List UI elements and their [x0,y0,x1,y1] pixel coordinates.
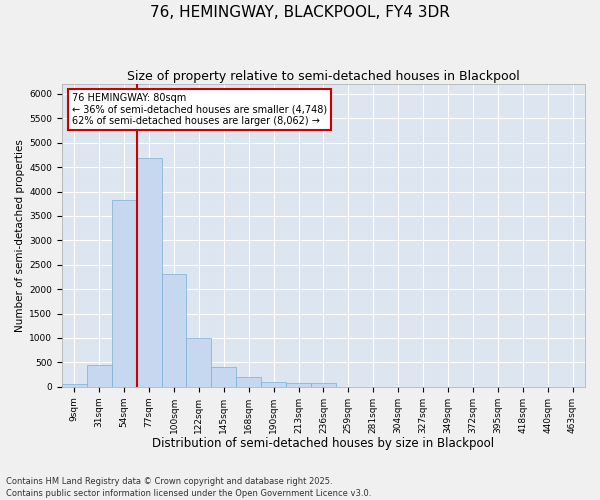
Bar [286,384,311,386]
Bar [236,377,261,386]
Title: Size of property relative to semi-detached houses in Blackpool: Size of property relative to semi-detach… [127,70,520,83]
Text: 76 HEMINGWAY: 80sqm
← 36% of semi-detached houses are smaller (4,748)
62% of sem: 76 HEMINGWAY: 80sqm ← 36% of semi-detach… [73,93,328,126]
X-axis label: Distribution of semi-detached houses by size in Blackpool: Distribution of semi-detached houses by … [152,437,494,450]
Y-axis label: Number of semi-detached properties: Number of semi-detached properties [15,139,25,332]
Bar [137,158,161,386]
Text: 76, HEMINGWAY, BLACKPOOL, FY4 3DR: 76, HEMINGWAY, BLACKPOOL, FY4 3DR [150,5,450,20]
Bar [261,382,286,386]
Bar [87,366,112,386]
Bar [187,338,211,386]
Text: Contains HM Land Registry data © Crown copyright and database right 2025.
Contai: Contains HM Land Registry data © Crown c… [6,476,371,498]
Bar [211,366,236,386]
Bar [311,384,336,386]
Bar [161,274,187,386]
Bar [62,384,87,386]
Bar [112,200,137,386]
